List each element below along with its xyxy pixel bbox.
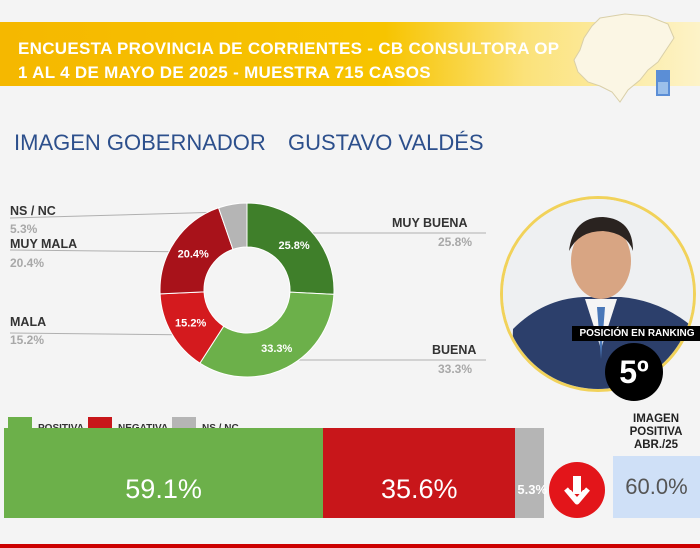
ranking-position-badge: 5º [605,343,663,401]
governor-photo [500,196,696,392]
bar-segment-positiva [4,428,324,518]
label-ns-nc: NS / NC [10,204,56,218]
leader-line-mala [9,332,201,336]
previous-title-line-3: ABR./25 [633,439,679,451]
label-mala: MALA [10,315,47,329]
bar-label-ns-nc: 5.3% [517,482,548,497]
label-buena: BUENA [432,343,477,357]
ranking-label: POSICIÓN EN RANKING [572,326,700,341]
previous-value: 60.0% [625,474,688,499]
previous-title-line-1: IMAGEN [633,413,679,425]
label-muy-buena-pct: 25.8% [438,235,473,249]
header-line-2: 1 AL 4 DE MAYO DE 2025 - MUESTRA 715 CAS… [18,63,431,82]
slice-label-muy-buena: 25.8% [279,240,310,252]
slice-muy-buena [246,202,335,295]
bar-segment-ns-nc [515,428,544,518]
label-muy-mala: MUY MALA [10,237,78,251]
bar-segment-negativa [323,428,516,518]
label-mala-pct: 15.2% [10,333,45,347]
donut-chart: 25.8% 33.3% 15.2% 20.4% [9,202,486,378]
governor-portrait-icon [503,199,693,389]
province-map-icon [573,13,675,103]
slice-ns-nc [217,202,248,250]
slice-label-buena: 33.3% [261,343,292,355]
slice-label-mala: 15.2% [175,317,206,329]
down-arrow-icon [549,462,605,518]
slice-label-muy-mala: 20.4% [178,248,209,260]
leader-line-ns-nc [9,211,226,219]
previous-image-title: IMAGEN POSITIVA ABR./25 [612,413,700,452]
label-buena-pct: 33.3% [438,362,473,376]
label-ns-nc-pct: 5.3% [10,222,38,236]
bar-label-positiva: 59.1% [125,474,202,504]
previous-value-box [613,456,700,518]
label-muy-buena: MUY BUENA [392,216,468,230]
slice-buena [199,291,335,378]
chart-title: IMAGEN GOBERNADOR [14,130,266,155]
label-muy-mala-pct: 20.4% [10,256,45,270]
bottom-divider [0,544,700,548]
header-line-1: ENCUESTA PROVINCIA DE CORRIENTES - CB CO… [18,39,560,58]
governor-name: GUSTAVO VALDÉS [288,130,484,155]
previous-title-line-2: POSITIVA [629,426,683,438]
bar-label-negativa: 35.6% [380,474,458,504]
